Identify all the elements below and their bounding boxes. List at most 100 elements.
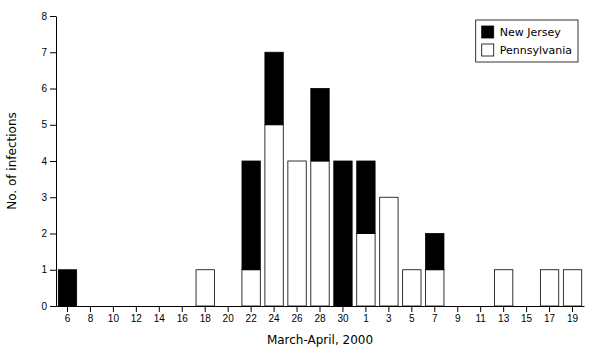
x-tick: 8 — [88, 306, 94, 324]
tick-label: 8 — [88, 313, 94, 324]
bar — [173, 306, 191, 307]
bar — [311, 89, 329, 162]
tick-mark — [136, 306, 137, 312]
bar — [540, 269, 558, 270]
bar — [380, 197, 398, 198]
x-tick: 19 — [567, 306, 579, 324]
bar — [472, 306, 490, 307]
y-tick: 3 — [41, 192, 56, 203]
bar — [403, 269, 421, 270]
tick-label: 5 — [41, 119, 47, 130]
y-axis-title: No. of infections — [5, 112, 19, 210]
tick-label: 19 — [567, 313, 579, 324]
tick-label: 26 — [291, 313, 303, 324]
tick-mark — [388, 306, 389, 312]
y-tick: 4 — [41, 156, 56, 167]
tick-mark — [503, 306, 504, 312]
legend-item: Pennsylvania — [482, 44, 572, 57]
legend-frame — [476, 20, 578, 62]
tick-mark — [113, 306, 114, 312]
bar — [150, 306, 168, 307]
bar — [494, 269, 512, 270]
plot: 6810121416182022242628301357911131517190… — [41, 11, 584, 324]
y-tick: 8 — [41, 11, 56, 22]
bar — [494, 270, 512, 306]
tick-mark — [274, 306, 275, 312]
tick-label: 6 — [41, 83, 47, 94]
y-tick: 0 — [41, 301, 56, 312]
tick-mark — [50, 52, 56, 53]
tick-label: 10 — [108, 313, 120, 324]
tick-label: 4 — [41, 156, 47, 167]
x-axis: 681012141618202224262830135791113151719 — [57, 306, 585, 324]
tick-mark — [50, 197, 56, 198]
x-tick: 18 — [200, 306, 212, 324]
bar — [563, 270, 581, 306]
x-tick: 7 — [432, 306, 438, 324]
bar — [81, 306, 99, 307]
x-tick: 22 — [246, 306, 258, 324]
tick-mark — [50, 234, 56, 235]
bar — [150, 306, 168, 307]
bar — [449, 306, 467, 307]
bar — [265, 125, 283, 306]
bar — [196, 269, 214, 270]
x-tick: 24 — [269, 306, 281, 324]
tick-label: 14 — [154, 313, 166, 324]
x-tick: 10 — [108, 306, 120, 324]
tick-mark — [182, 306, 183, 312]
x-tick: 3 — [386, 306, 392, 324]
tick-label: 13 — [498, 313, 510, 324]
bar — [311, 161, 329, 306]
bar-series — [196, 125, 582, 306]
tick-label: 7 — [432, 313, 438, 324]
tick-label: 17 — [544, 313, 556, 324]
x-tick: 16 — [177, 306, 189, 324]
tick-label: 7 — [41, 47, 47, 58]
bar — [426, 270, 444, 306]
bar — [540, 270, 558, 306]
tick-label: 9 — [455, 313, 461, 324]
bar — [403, 270, 421, 306]
bar — [173, 306, 191, 307]
bar — [127, 306, 145, 307]
x-tick: 13 — [498, 306, 510, 324]
tick-mark — [228, 306, 229, 312]
tick-mark — [434, 306, 435, 312]
y-tick: 1 — [41, 264, 56, 275]
bar — [265, 52, 283, 125]
tick-label: 1 — [41, 264, 47, 275]
bars — [58, 52, 581, 306]
tick-mark — [572, 306, 573, 312]
bar — [104, 306, 122, 307]
tick-mark — [50, 125, 56, 126]
tick-mark — [50, 306, 56, 307]
tick-label: 3 — [386, 313, 392, 324]
tick-label: 5 — [409, 313, 415, 324]
bar — [104, 306, 122, 307]
tick-label: 2 — [41, 228, 47, 239]
tick-mark — [251, 306, 252, 312]
tick-label: 3 — [41, 192, 47, 203]
axis-line — [56, 17, 57, 307]
tick-mark — [205, 306, 206, 312]
tick-mark — [297, 306, 298, 312]
y-tick: 5 — [41, 119, 56, 130]
tick-mark — [50, 89, 56, 90]
tick-mark — [90, 306, 91, 312]
legend-item: New Jersey — [482, 26, 562, 39]
tick-mark — [549, 306, 550, 312]
bar — [196, 270, 214, 306]
tick-label: 20 — [223, 313, 235, 324]
x-tick: 5 — [409, 306, 415, 324]
legend-swatch — [482, 44, 494, 56]
y-tick: 7 — [41, 47, 56, 58]
y-axis: 0 1 2 3 4 5 6 7 8 — [41, 11, 56, 312]
bar — [288, 161, 306, 162]
x-tick: 26 — [291, 306, 303, 324]
tick-label: 6 — [65, 313, 71, 324]
tick-label: 30 — [337, 313, 349, 324]
tick-label: 24 — [269, 313, 281, 324]
x-tick: 6 — [65, 306, 71, 324]
tick-mark — [50, 16, 56, 17]
